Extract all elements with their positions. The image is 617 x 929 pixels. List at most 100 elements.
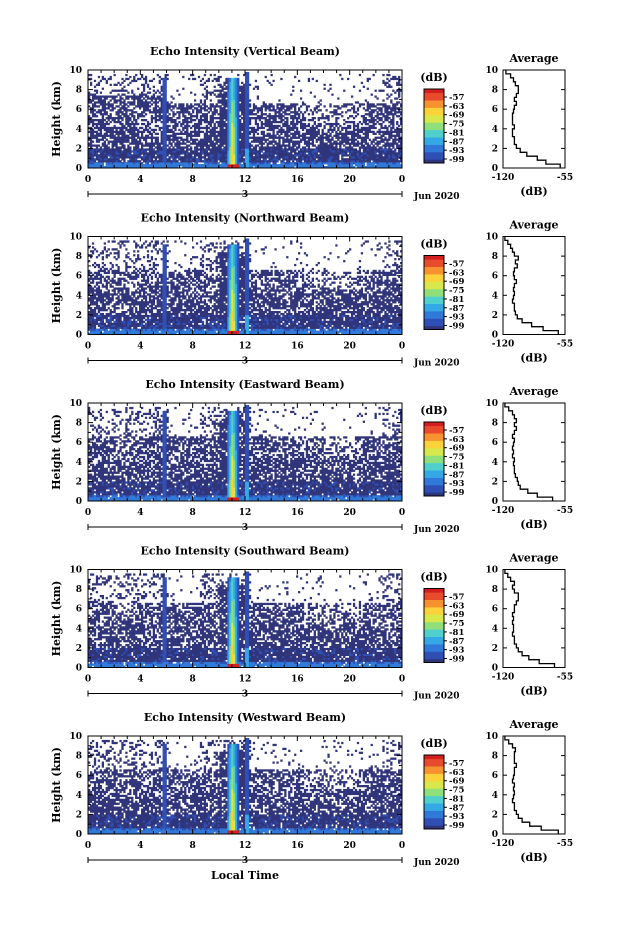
heatmap-cell (284, 140, 287, 143)
heatmap-cell (170, 128, 173, 132)
heatmap-cell (307, 130, 311, 134)
heatmap-cell (331, 156, 334, 159)
heatmap-cell (256, 85, 260, 88)
heatmap-cell (272, 140, 275, 143)
heatmap-cell (162, 162, 165, 165)
heatmap-cell (148, 132, 152, 135)
heatmap-cell (329, 146, 332, 149)
heatmap-cell (400, 166, 403, 169)
heatmap-cell (382, 134, 385, 137)
heatmap-cell (388, 158, 391, 161)
heatmap-cell (101, 152, 104, 155)
heatmap-cell (327, 117, 330, 120)
heatmap-cell (252, 107, 256, 110)
heatmap-cell (376, 117, 379, 120)
heatmap-cell (205, 154, 209, 157)
heatmap-cell (205, 146, 209, 149)
heatmap-cell (384, 117, 387, 120)
heatmap-cell (123, 132, 126, 135)
heatmap-cell (219, 95, 222, 98)
heatmap-cell (246, 81, 250, 85)
heatmap-cell (376, 115, 379, 118)
heatmap-cell (323, 120, 326, 124)
heatmap-cell (137, 160, 140, 163)
heatmap-cell (168, 158, 171, 161)
heatmap-cell (219, 132, 222, 135)
heatmap-cell (297, 152, 301, 155)
heatmap-cell (231, 77, 234, 81)
heatmap-cell (307, 144, 311, 147)
heatmap-cell (280, 152, 283, 155)
heatmap-cell (133, 164, 136, 167)
heatmap-cell (131, 166, 134, 169)
heatmap-cell (350, 140, 354, 143)
heatmap-cell (231, 142, 234, 145)
heatmap-cell (384, 111, 387, 114)
heatmap-cell (296, 160, 299, 163)
heatmap-cell (188, 164, 191, 167)
heatmap-cell (254, 85, 258, 88)
heatmap-cell (142, 164, 146, 167)
heatmap-cell (309, 162, 313, 165)
heatmap-cell (99, 113, 103, 116)
heatmap-cell (239, 156, 242, 159)
heatmap-cell (339, 132, 342, 135)
heatmap-cell (186, 111, 189, 114)
heatmap-cell (270, 120, 273, 124)
heatmap-cell (388, 162, 391, 165)
colorbar-segment (424, 140, 444, 144)
heatmap-cell (345, 158, 348, 161)
heatmap-cell (239, 119, 242, 122)
heatmap-cell (219, 101, 222, 104)
heatmap-cell (278, 148, 281, 151)
heatmap-cell (246, 330, 250, 333)
heatmap-cell (368, 130, 371, 134)
heatmap-cell (223, 81, 226, 85)
heatmap-cell (282, 330, 285, 333)
heatmap-cell (252, 134, 256, 137)
heatmap-cell (372, 105, 375, 108)
heatmap-cell (364, 332, 367, 335)
heatmap-cell (170, 101, 173, 104)
heatmap-cell (88, 105, 91, 108)
heatmap-cell (213, 111, 216, 114)
heatmap-cell (354, 154, 358, 157)
heatmap-cell (121, 113, 124, 116)
heatmap-cell (366, 150, 369, 153)
heatmap-cell (229, 81, 232, 85)
heatmap-cell (156, 89, 159, 92)
heatmap-cell (264, 109, 267, 112)
heatmap-cell (233, 95, 236, 98)
heatmap-cell (394, 152, 397, 155)
heatmap-cell (323, 150, 326, 153)
heatmap-cell (337, 134, 340, 137)
heatmap-cell (115, 89, 118, 92)
heatmap-cell (229, 136, 232, 139)
heatmap-cell (235, 113, 238, 116)
heatmap-cell (164, 73, 167, 77)
heatmap-cell (294, 140, 297, 143)
heatmap-cell (245, 81, 248, 85)
heatmap-cell (154, 97, 157, 100)
heatmap-cell (303, 164, 307, 167)
heatmap-cell (290, 122, 293, 126)
heatmap-cell (254, 128, 258, 132)
heatmap-cell (150, 146, 154, 149)
heatmap-cell (319, 144, 322, 147)
heatmap-cell (260, 140, 263, 143)
heatmap-cell (358, 73, 362, 77)
heatmap-cell (384, 130, 387, 134)
heatmap-cell (109, 156, 112, 159)
heatmap-cell (301, 113, 305, 116)
colorbar-label: -81 (449, 128, 464, 138)
heatmap-cell (272, 166, 275, 169)
heatmap-cell (384, 144, 387, 147)
heatmap-cell (366, 119, 369, 122)
heatmap-cell (292, 132, 295, 135)
heatmap-cell (280, 332, 283, 335)
heatmap-cell (229, 134, 232, 137)
heatmap-cell (197, 122, 201, 126)
heatmap-cell (235, 120, 238, 124)
heatmap-cell (237, 158, 240, 161)
heatmap-cell (166, 107, 169, 110)
